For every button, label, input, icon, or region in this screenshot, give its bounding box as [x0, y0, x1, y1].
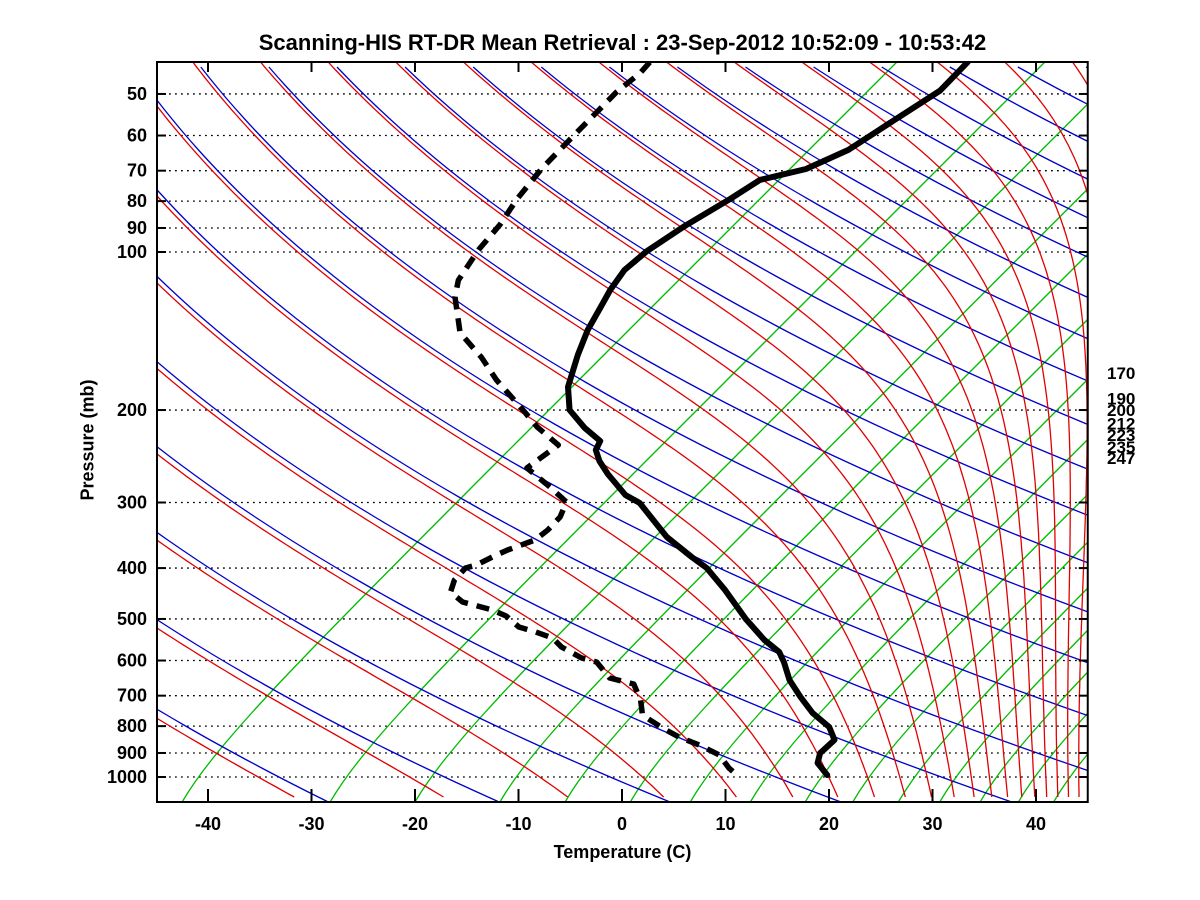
moist-adiabat-lines	[157, 62, 1088, 798]
svg-text:40: 40	[1026, 814, 1046, 834]
svg-text:247: 247	[1107, 449, 1135, 468]
svg-text:10: 10	[715, 814, 735, 834]
svg-text:90: 90	[127, 218, 147, 238]
svg-text:100: 100	[117, 242, 147, 262]
svg-text:200: 200	[1107, 401, 1135, 420]
svg-text:1000: 1000	[107, 767, 147, 787]
y-axis-label: Pressure (mb)	[77, 379, 98, 501]
temperature-curve	[565, 62, 971, 778]
dewpoint-curve	[447, 62, 736, 775]
y-tick-labels: 50 60 70 80 90 100 200 300 400 500 600 700 800 900 100…	[107, 84, 147, 787]
svg-text:500: 500	[117, 609, 147, 629]
x-axis-label: Temperature (C)	[553, 842, 692, 862]
svg-text:80: 80	[127, 191, 147, 211]
svg-text:70: 70	[127, 161, 147, 181]
plot-area	[157, 62, 1088, 802]
svg-text:20: 20	[819, 814, 839, 834]
dry-adiabat-lines	[157, 66, 1088, 802]
svg-text:223: 223	[1107, 426, 1135, 445]
svg-text:900: 900	[117, 743, 147, 763]
isotherm-lines	[181, 62, 1088, 802]
svg-text:300: 300	[117, 492, 147, 512]
svg-text:600: 600	[117, 651, 147, 671]
svg-text:-40: -40	[195, 814, 221, 834]
svg-text:200: 200	[117, 400, 147, 420]
svg-text:60: 60	[127, 126, 147, 146]
svg-text:-30: -30	[298, 814, 324, 834]
svg-text:30: 30	[922, 814, 942, 834]
svg-text:212: 212	[1107, 414, 1135, 433]
svg-text:50: 50	[127, 84, 147, 104]
plot-border	[156, 61, 1089, 803]
svg-text:800: 800	[117, 716, 147, 736]
chart-title: Scanning-HIS RT-DR Mean Retrieval : 23-S…	[258, 30, 987, 55]
svg-text:170: 170	[1107, 364, 1135, 383]
svg-text:0: 0	[617, 814, 627, 834]
svg-text:190: 190	[1107, 389, 1135, 408]
svg-text:-10: -10	[505, 814, 531, 834]
svg-text:400: 400	[117, 558, 147, 578]
svg-text:-20: -20	[402, 814, 428, 834]
svg-text:700: 700	[117, 686, 147, 706]
svg-text:235: 235	[1107, 438, 1135, 457]
axis-ticks	[157, 62, 1088, 802]
x-tick-labels: -40 -30 -20 -10 0 10 20 30 40	[195, 814, 1046, 834]
